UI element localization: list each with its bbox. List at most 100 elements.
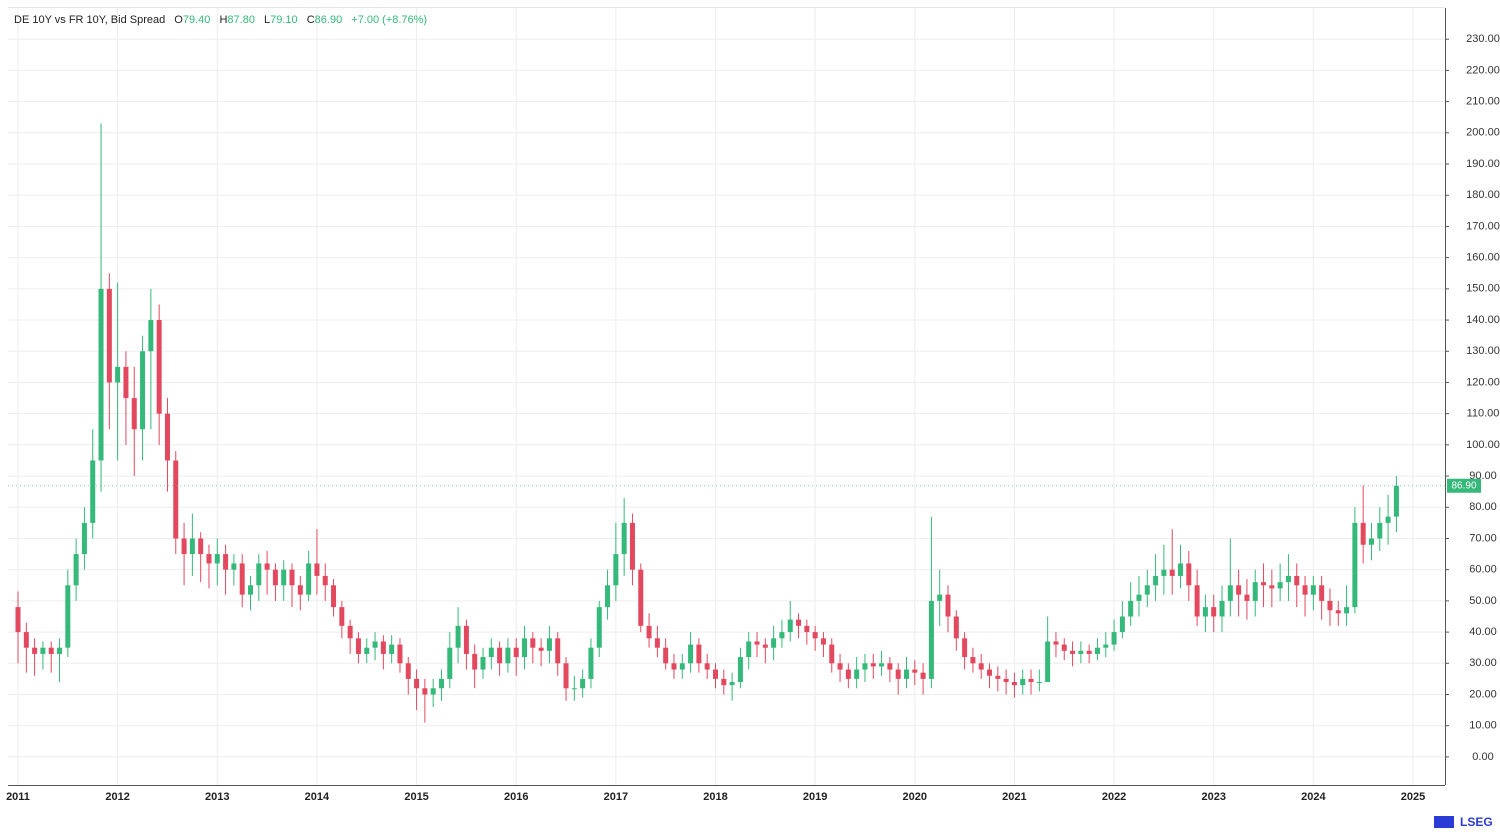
candle-body [530,638,536,648]
candle-body [181,538,187,555]
y-tick-label: 200.00 [1466,127,1500,139]
candle-body [131,398,137,430]
candle-body [488,647,494,658]
candle-body [1161,569,1167,576]
candle-body [331,585,337,608]
candle-body [546,638,552,651]
candle-body [1393,485,1399,517]
x-tick-label: 2020 [903,791,927,803]
open-label: O [174,14,183,26]
candle-body [372,641,378,648]
candle-body [264,563,270,570]
candle-body [563,663,569,689]
candle-body [613,554,619,586]
x-tick-label: 2015 [404,791,428,803]
open-value: 79.40 [183,14,211,26]
candle-body [1302,585,1308,595]
candle-body [389,644,395,654]
logo: LSEG [1434,815,1493,829]
candle-body [646,625,652,639]
x-tick-label: 2014 [305,791,330,803]
candle-body [845,669,851,679]
y-tick-label: 120.00 [1466,376,1500,388]
candle-body [596,607,602,648]
candle-body [1153,575,1159,586]
candle-body [1236,585,1242,595]
candle-body [1045,641,1051,683]
candle-body [879,663,885,667]
last-price-tag [1447,478,1481,493]
candle-body [522,638,528,658]
candle-body [214,554,220,564]
candle-body [1219,600,1225,617]
candle-body [654,638,660,648]
x-tick-label: 2019 [803,791,827,803]
candle-body [297,585,303,595]
high-value: 87.80 [227,14,255,26]
candle-body [1186,563,1192,586]
x-tick-label: 2011 [6,791,30,803]
close-label: C [307,14,315,26]
candle-body [1368,538,1374,545]
y-tick-label: 60.00 [1469,564,1497,576]
y-tick-label: 110.00 [1467,408,1500,420]
candle-body [1111,632,1117,645]
candle-body [1070,650,1076,654]
candle-body [73,554,79,586]
y-tick-label: 100.00 [1466,439,1500,451]
candle-body [621,522,627,555]
candle-body [1020,678,1026,686]
candle-body [57,647,63,654]
candle-body [1377,522,1383,539]
candle-body [862,663,868,670]
change-value: +7.00 (+8.76%) [351,14,427,26]
candle-body [140,351,146,430]
candle-body [928,600,934,679]
candle-body [1344,607,1350,614]
candle-body [679,663,685,670]
candle-body [48,647,54,654]
candle-body [663,647,669,664]
x-tick-label: 2013 [205,791,229,803]
candle-body [555,638,561,664]
candle-body [978,663,984,670]
y-tick-label: 180.00 [1466,189,1500,201]
candle-body [23,632,29,648]
candle-body [571,688,577,690]
candle-body [1211,607,1217,617]
candle-body [721,678,727,686]
x-tick-label: 2021 [1002,791,1026,803]
candle-body [272,569,278,586]
candle-body [1227,585,1233,601]
y-tick-label: 80.00 [1469,501,1497,513]
candle-body [962,638,968,658]
y-tick-label: 140.00 [1466,314,1500,326]
x-tick-label: 2025 [1401,791,1425,803]
low-value: 79.10 [270,14,298,26]
candle-body [713,669,718,679]
candle-body [32,647,38,654]
candle-body [505,647,511,664]
y-tick-label: 30.00 [1469,657,1497,669]
y-tick-label: 20.00 [1469,688,1497,700]
candle-body [787,619,793,633]
candle-body [1360,522,1366,545]
candle-body [945,594,951,617]
candle-body [339,607,345,626]
candle-body [314,563,320,576]
candle-body [1144,585,1150,595]
candle-body [65,585,71,648]
candle-body [937,594,943,601]
candle-body [98,288,104,461]
candle-body [90,460,96,523]
y-tick-label: 230.00 [1466,33,1500,45]
candle-body [414,678,420,689]
candle-body [198,538,204,555]
candle-body [1269,585,1275,589]
series-title: DE 10Y vs FR 10Y, Bid Spread [14,14,165,26]
candle-body [480,657,486,670]
candle-body [704,663,710,670]
x-tick-label: 2016 [504,791,528,803]
candle-body [995,675,1001,679]
